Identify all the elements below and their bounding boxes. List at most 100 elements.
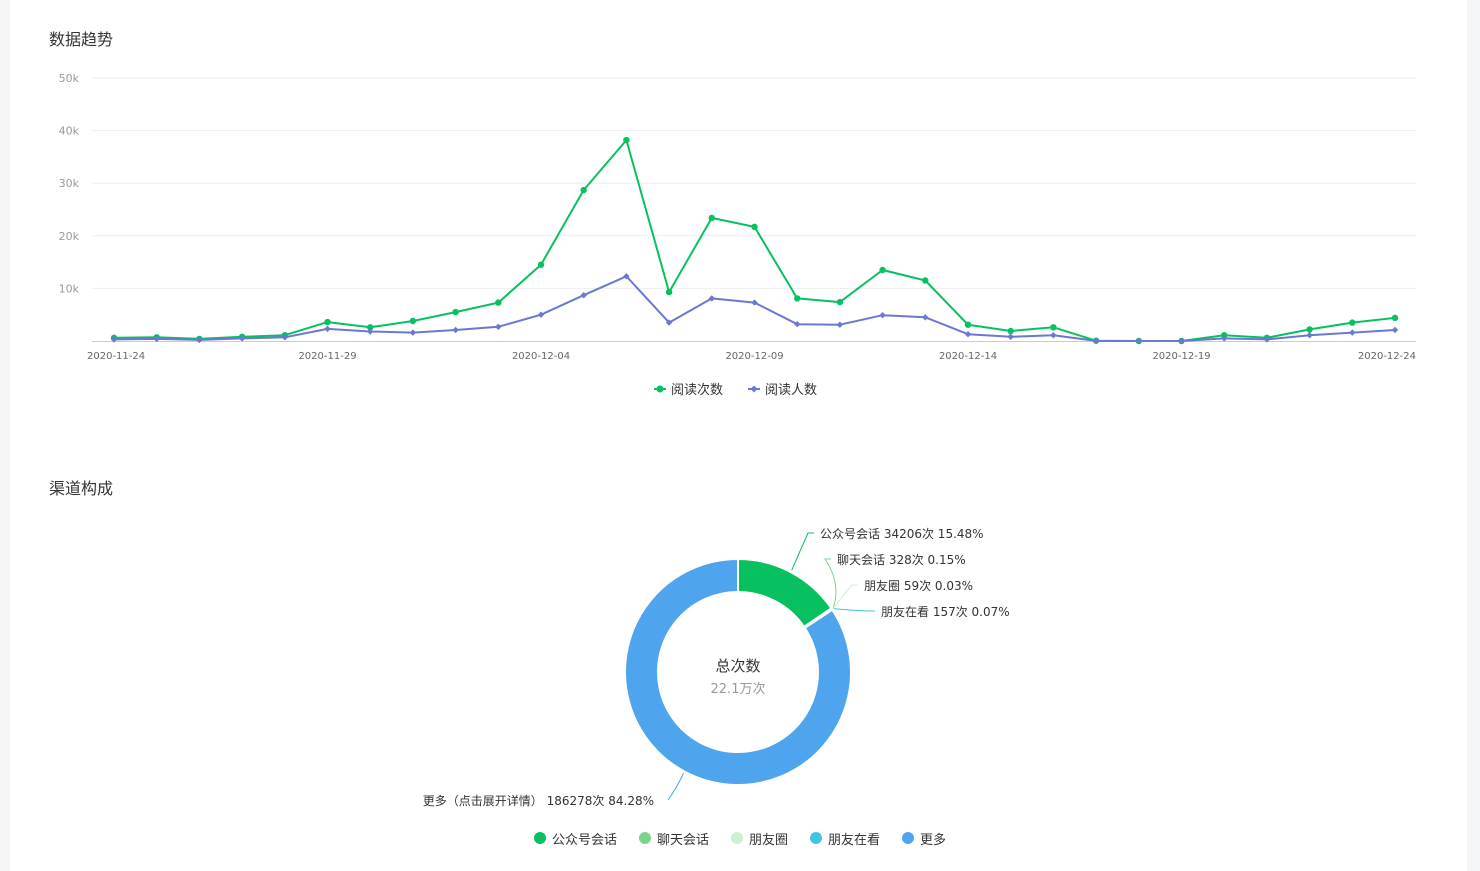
legend-label: 阅读次数 xyxy=(671,382,723,398)
data-point[interactable] xyxy=(1349,329,1356,336)
data-point[interactable] xyxy=(665,288,673,296)
data-point[interactable] xyxy=(1050,324,1057,331)
data-point[interactable] xyxy=(879,312,886,319)
data-point[interactable] xyxy=(196,336,203,344)
data-point[interactable] xyxy=(153,335,160,343)
legend-dot-icon xyxy=(533,832,546,844)
data-point[interactable] xyxy=(751,299,758,306)
data-point[interactable] xyxy=(1349,319,1356,326)
data-point[interactable] xyxy=(537,311,545,318)
data-point[interactable] xyxy=(1306,332,1313,339)
content-panel xyxy=(10,0,1467,871)
data-point[interactable] xyxy=(1221,335,1228,342)
series-line-read-count xyxy=(113,139,1396,342)
legend-dot-icon xyxy=(730,832,743,844)
data-point[interactable] xyxy=(580,186,587,194)
x-tick-label: 2020-12-14 xyxy=(939,351,997,362)
data-point[interactable] xyxy=(537,261,545,268)
x-tick-label: 2020-11-29 xyxy=(298,351,356,362)
series-line-reader-count xyxy=(113,275,1396,342)
slice-leader-line xyxy=(833,607,875,612)
x-tick-label: 2020-12-19 xyxy=(1152,351,1210,362)
data-point[interactable] xyxy=(964,330,972,338)
x-tick-label: 2020-12-04 xyxy=(512,351,570,362)
data-point[interactable] xyxy=(623,273,630,280)
data-point[interactable] xyxy=(367,324,374,331)
slice-label: 公众号会话 34206次 15.48% xyxy=(820,527,984,541)
legend-item[interactable]: 朋友在看 xyxy=(810,829,880,848)
data-point[interactable] xyxy=(836,321,844,328)
data-point[interactable] xyxy=(922,277,929,284)
trend-legend: 阅读次数 阅读人数 xyxy=(654,382,817,398)
y-tick-label: 50k xyxy=(59,72,80,85)
legend-item[interactable]: 公众号会话 xyxy=(533,829,617,848)
y-tick-label: 30k xyxy=(59,177,80,190)
data-point[interactable] xyxy=(1391,326,1399,334)
data-point[interactable] xyxy=(495,299,502,306)
data-point[interactable] xyxy=(1306,326,1313,333)
legend-item[interactable]: 朋友圈 xyxy=(730,829,788,848)
data-point[interactable] xyxy=(1263,336,1271,343)
data-point[interactable] xyxy=(794,320,801,328)
data-point[interactable] xyxy=(708,214,715,222)
legend-dot-icon xyxy=(902,832,915,844)
trend-line-chart: 50k 40k 30k 20k 10k 2020-11-24 2020-11-29 2020-… xyxy=(59,72,1416,398)
legend-label: 阅读人数 xyxy=(765,383,817,398)
slice-label[interactable]: 更多（点击展开详情） 186278次 84.28% xyxy=(423,793,654,808)
legend-item[interactable]: 更多 xyxy=(902,829,946,848)
x-tick-label: 2020-12-09 xyxy=(725,351,783,362)
data-point[interactable] xyxy=(580,292,587,299)
channel-donut-chart: 公众号会话 34206次 15.48% 聊天会话 328次 0.15% 朋友圈 59… xyxy=(423,527,1010,808)
channel-section-title: 渠道构成 xyxy=(49,479,114,498)
legend-item[interactable]: 聊天会话 xyxy=(638,829,709,848)
data-point[interactable] xyxy=(409,329,417,336)
data-point[interactable] xyxy=(281,334,288,341)
donut-center-title: 总次数 xyxy=(715,657,760,675)
legend-item[interactable]: 阅读次数 xyxy=(654,382,723,398)
data-point[interactable] xyxy=(623,136,630,144)
y-tick-label: 10k xyxy=(59,282,80,295)
legend-marker-icon xyxy=(656,385,664,393)
data-point[interactable] xyxy=(1007,333,1014,340)
data-point[interactable] xyxy=(409,317,417,325)
legend-dot-icon xyxy=(638,832,651,844)
donut-center-value: 22.1万次 xyxy=(711,681,766,697)
data-point[interactable] xyxy=(1092,337,1100,345)
slice-label: 聊天会话 328次 0.15% xyxy=(837,553,966,567)
legend-label: 朋友圈 xyxy=(748,832,788,848)
data-point[interactable] xyxy=(751,223,758,231)
data-point[interactable] xyxy=(708,295,715,302)
data-point[interactable] xyxy=(879,266,886,274)
data-point[interactable] xyxy=(324,318,331,326)
legend-label: 更多 xyxy=(920,832,947,848)
legend-marker-icon xyxy=(750,385,758,393)
data-point[interactable] xyxy=(110,336,118,343)
data-point[interactable] xyxy=(665,319,673,326)
data-point[interactable] xyxy=(452,326,459,334)
data-point[interactable] xyxy=(495,323,502,330)
data-point[interactable] xyxy=(452,308,459,316)
slice-leader-line xyxy=(833,584,858,609)
x-tick-label: 2020-11-24 xyxy=(87,351,145,362)
y-tick-label: 20k xyxy=(59,230,80,243)
data-point[interactable] xyxy=(1178,337,1185,345)
channel-legend: 公众号会话 聊天会话 朋友圈 朋友在看 更多 xyxy=(0,828,1480,848)
legend-item[interactable]: 阅读人数 xyxy=(748,383,817,398)
data-point[interactable] xyxy=(1007,327,1014,335)
data-point[interactable] xyxy=(367,328,374,335)
data-point[interactable] xyxy=(1391,314,1399,322)
data-point[interactable] xyxy=(324,325,331,333)
donut-slice[interactable] xyxy=(624,557,852,786)
data-point[interactable] xyxy=(1135,337,1142,345)
data-point[interactable] xyxy=(836,298,844,306)
legend-dot-icon xyxy=(810,832,822,844)
legend-label: 聊天会话 xyxy=(656,832,709,848)
data-point[interactable] xyxy=(922,314,929,321)
y-tick-label: 40k xyxy=(59,125,80,138)
slice-label: 朋友圈 59次 0.03% xyxy=(864,579,973,593)
data-point[interactable] xyxy=(238,335,246,342)
slice-leader-line xyxy=(824,558,837,608)
data-point[interactable] xyxy=(964,321,972,328)
data-point[interactable] xyxy=(1050,332,1057,339)
data-point[interactable] xyxy=(794,295,801,302)
